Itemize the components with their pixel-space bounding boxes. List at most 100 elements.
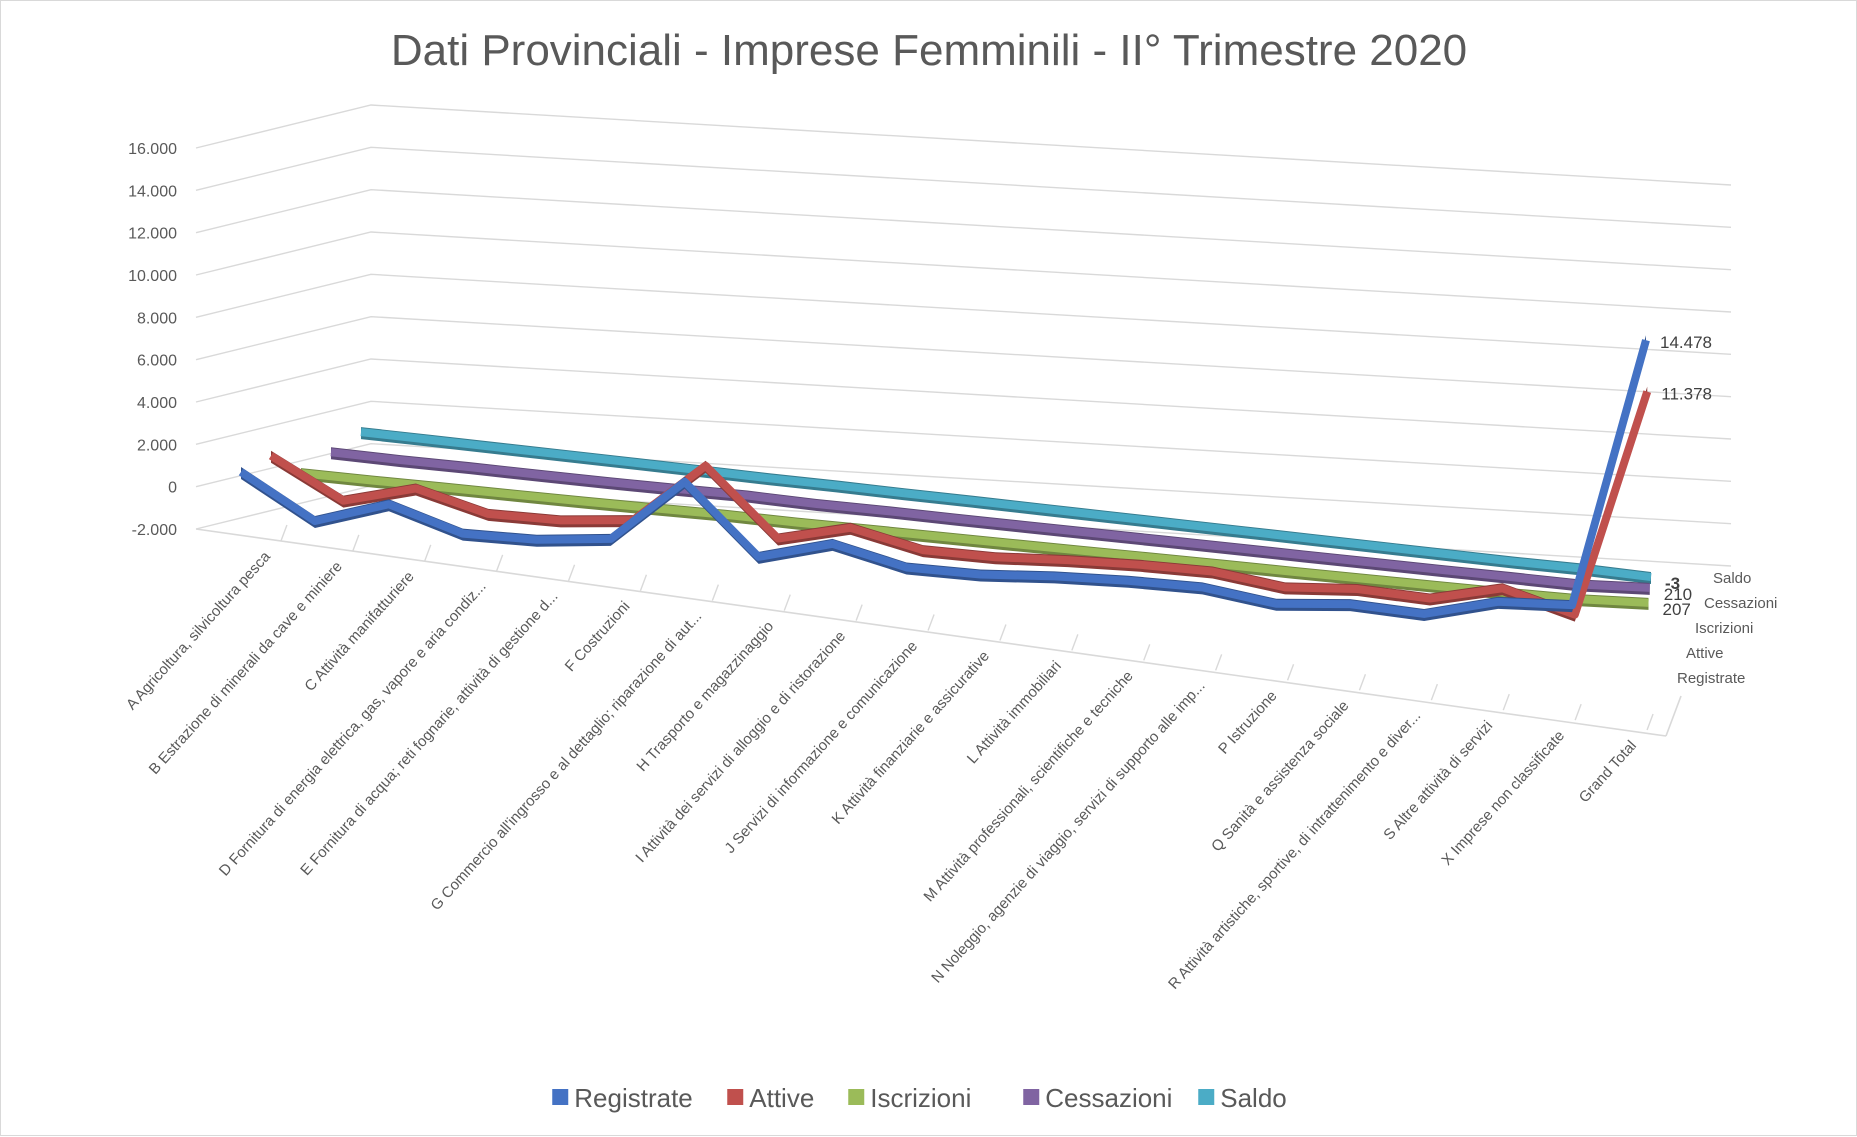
- data-point-saldo: [1514, 560, 1517, 563]
- data-point-iscrizioni: [938, 535, 941, 538]
- data-point-attive: [1284, 586, 1287, 589]
- data-point-iscrizioni: [583, 500, 586, 503]
- data-point-attive: [849, 526, 852, 529]
- data-point-registrate: [1127, 579, 1130, 582]
- x-tick-mark: [1502, 693, 1510, 711]
- series-registrate-line: [238, 339, 1650, 618]
- data-point-saldo: [1650, 576, 1653, 579]
- gridline: [195, 146, 1732, 229]
- data-point-cessazioni: [1162, 539, 1165, 542]
- data-point-iscrizioni: [1363, 577, 1366, 580]
- data-point-saldo: [835, 484, 838, 487]
- data-label-registrate: 14.478: [1660, 333, 1712, 352]
- data-point-registrate: [313, 520, 316, 523]
- legend-label-iscrizioni: Iscrizioni: [870, 1083, 971, 1113]
- data-point-registrate: [1349, 603, 1352, 606]
- legend-swatch-cessazioni: [1023, 1089, 1040, 1105]
- x-tick-mark: [1430, 683, 1439, 701]
- depth-axis-label: Registrate: [1677, 670, 1745, 687]
- data-point-iscrizioni: [1009, 542, 1012, 545]
- x-tick-label: F Costruzioni: [562, 598, 634, 675]
- data-point-attive: [777, 537, 780, 540]
- data-point-saldo: [631, 461, 634, 464]
- x-tick-label: A Agricoltura, silvicoltura pesca: [123, 548, 274, 714]
- data-point-registrate: [683, 480, 686, 483]
- data-point-cessazioni: [1232, 546, 1235, 549]
- x-tick-mark: [352, 534, 360, 552]
- x-tick-mark: [1214, 654, 1223, 671]
- data-point-registrate: [757, 555, 760, 558]
- data-point-attive: [414, 487, 417, 490]
- x-tick-label: D Fornitura di energia elettrica, gas, v…: [216, 578, 490, 879]
- data-point-attive: [1501, 587, 1504, 590]
- y-tick-label: 12.000: [128, 226, 177, 243]
- gridline: [195, 315, 1732, 398]
- data-point-iscrizioni: [1647, 601, 1650, 604]
- x-tick-mark: [639, 574, 648, 591]
- data-point-cessazioni: [1093, 532, 1096, 535]
- x-axis-line: [195, 528, 1667, 737]
- data-point-cessazioni: [399, 459, 402, 462]
- data-label-cessazioni: 210: [1664, 585, 1692, 604]
- data-point-iscrizioni: [1151, 556, 1154, 559]
- gridline: [195, 442, 1732, 525]
- depth-axis-label: Iscrizioni: [1695, 620, 1753, 637]
- data-point-iscrizioni: [1080, 549, 1083, 552]
- data-point-cessazioni: [330, 451, 333, 454]
- depth-axis-labels: Saldo Cessazioni Iscrizioni Attive Registrat…: [1677, 570, 1777, 687]
- data-point-registrate: [1645, 339, 1648, 342]
- legend-label-registrate: Registrate: [574, 1083, 693, 1113]
- x-tick-label: N Noleggio, agenzie di viaggio, servizi …: [928, 678, 1208, 987]
- depth-axis-line: [1665, 695, 1682, 737]
- data-point-iscrizioni: [796, 521, 799, 524]
- data-point-iscrizioni: [370, 479, 373, 482]
- legend-label-saldo: Saldo: [1220, 1083, 1287, 1113]
- data-point-saldo: [1242, 530, 1245, 533]
- data-point-attive: [921, 549, 924, 552]
- data-point-registrate: [905, 566, 908, 569]
- x-tick-mark: [495, 554, 504, 572]
- x-tick-label: G Commercio all'ingrosso e al dettaglio;…: [427, 608, 705, 914]
- y-axis-ticks: -2.000 0 2.000 4.000 6.000 8.000 10.000 12.000 1…: [128, 141, 177, 539]
- gridline: [195, 231, 1732, 313]
- data-point-saldo: [971, 499, 974, 502]
- x-tick-mark: [1143, 644, 1151, 661]
- gridline: [195, 400, 1732, 483]
- depth-axis-label: Saldo: [1713, 570, 1751, 587]
- series-cessazioni-line: [330, 448, 1650, 592]
- legend: Registrate Attive Iscrizioni Cessazioni Sald…: [552, 1083, 1287, 1113]
- x-tick-mark: [1646, 713, 1654, 731]
- data-point-attive: [994, 556, 997, 559]
- series-iscrizioni-line: [300, 469, 1649, 607]
- data-label-saldo: -3: [1665, 574, 1680, 593]
- data-point-attive: [1646, 390, 1649, 393]
- data-point-iscrizioni: [1221, 563, 1224, 566]
- legend-swatch-iscrizioni: [848, 1089, 865, 1105]
- data-point-cessazioni: [1440, 568, 1443, 571]
- data-point-registrate: [831, 542, 834, 545]
- gridlines: [195, 104, 1732, 567]
- data-point-cessazioni: [468, 466, 471, 469]
- chart-title: Dati Provinciali - Imprese Femminili - I…: [391, 26, 1467, 75]
- data-point-registrate: [1423, 612, 1426, 615]
- data-point-attive: [1066, 559, 1069, 562]
- data-point-cessazioni: [1648, 586, 1651, 589]
- x-tick-mark: [1358, 673, 1367, 691]
- data-point-cessazioni: [538, 473, 541, 476]
- x-tick-mark: [1071, 634, 1079, 651]
- data-point-cessazioni: [815, 503, 818, 506]
- series-attive-line: [268, 390, 1652, 619]
- data-point-saldo: [495, 446, 498, 449]
- series-registrate-shadow: [241, 335, 1646, 621]
- data-point-cessazioni: [1371, 561, 1374, 564]
- data-point-attive: [1211, 570, 1214, 573]
- x-tick-mark: [927, 614, 935, 631]
- x-tick-label: Q Sanità e assistenza sociale: [1208, 698, 1352, 856]
- data-label-iscrizioni: 207: [1663, 600, 1691, 619]
- x-tick-mark: [280, 524, 288, 542]
- y-tick-label: 6.000: [137, 353, 177, 370]
- legend-label-cessazioni: Cessazioni: [1045, 1083, 1172, 1113]
- data-point-registrate: [1497, 600, 1500, 603]
